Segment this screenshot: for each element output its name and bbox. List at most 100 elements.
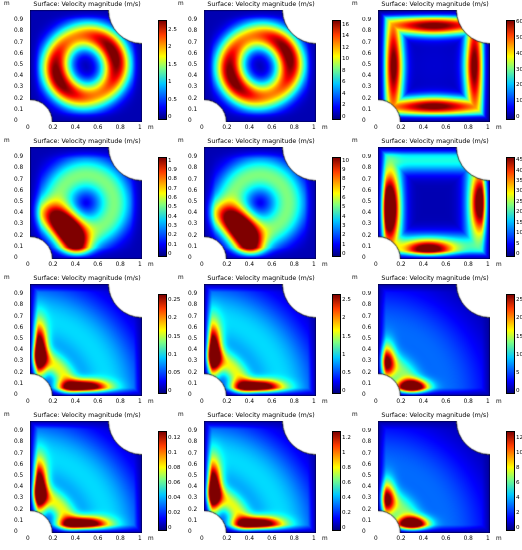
x-tick-label: 0.8 <box>289 262 299 268</box>
colorbar-tick-label: 0.25 <box>168 297 181 304</box>
y-tick-label: 0.3 <box>14 84 24 91</box>
y-tick-label: 0.6 <box>188 461 198 468</box>
y-tick-label: 0.5 <box>14 336 24 342</box>
x-tick-label: 0.2 <box>222 125 232 131</box>
x-tick-label: 0.8 <box>463 125 473 131</box>
velocity-field <box>378 284 490 396</box>
x-tick-label: 0.6 <box>441 125 451 131</box>
y-axis-unit: m <box>352 138 358 144</box>
colorbar-tick-label: 60 <box>516 19 522 26</box>
colorbar-tick-label: 2 <box>516 509 520 516</box>
y-tick-label: 0.6 <box>188 187 198 194</box>
velocity-field <box>204 284 316 396</box>
y-tick-label: 0.8 <box>188 165 198 172</box>
colorbar-tick-label: 10 <box>342 56 350 63</box>
x-tick-label: 0 <box>200 262 204 268</box>
x-tick-label: 0.8 <box>115 399 125 405</box>
chart-panel: Surface: Velocity magnitude (m/s) m 0 0.2 0.… <box>348 137 522 274</box>
y-tick-label: 0.5 <box>362 62 372 68</box>
x-tick-label: 0.2 <box>396 262 406 268</box>
y-axis-unit: m <box>352 275 358 281</box>
colorbar <box>506 294 515 394</box>
y-tick-label: 0.8 <box>362 439 372 446</box>
colorbar-tick-label: 8 <box>342 67 346 74</box>
x-axis-unit: m <box>496 399 502 405</box>
colorbar-tick-label: 0.04 <box>168 494 181 501</box>
x-tick-label: 0 <box>200 125 204 131</box>
y-tick-label: 0.8 <box>188 28 198 35</box>
x-tick-label: 1 <box>138 536 142 542</box>
x-tick-label: 0.8 <box>463 399 473 405</box>
colorbar-tick-label: 0.8 <box>168 176 177 183</box>
y-tick-label: 0.2 <box>362 232 372 239</box>
colorbar-tick-label: 0.1 <box>168 351 177 358</box>
y-tick-label: 0.4 <box>188 73 198 80</box>
y-tick-label: 0.1 <box>362 380 372 387</box>
x-tick-label: 0.6 <box>93 262 103 268</box>
x-tick-label: 0.6 <box>267 536 277 542</box>
colorbar-tick-label: 0.9 <box>168 167 177 173</box>
colorbar-tick-label: 10 <box>516 351 522 358</box>
y-tick-label: 0.3 <box>188 221 198 228</box>
x-tick-label: 0 <box>26 536 30 542</box>
y-tick-label: 0.8 <box>188 439 198 446</box>
velocity-field <box>378 10 490 122</box>
x-tick-label: 0.2 <box>396 536 406 542</box>
velocity-field <box>378 421 490 533</box>
colorbar-tick-label: 0 <box>168 388 172 394</box>
y-axis-unit: m <box>4 1 10 7</box>
colorbar-tick-label: 8 <box>516 464 520 471</box>
x-tick-label: 0.6 <box>93 536 103 542</box>
y-tick-label: 0.7 <box>362 39 372 46</box>
colorbar-tick-label: 0.02 <box>168 509 181 516</box>
colorbar-tick-label: 0 <box>516 525 520 531</box>
colorbar-tick-label: 0.08 <box>168 464 181 471</box>
y-axis-unit: m <box>178 275 184 281</box>
y-tick-label: 0.5 <box>14 62 24 68</box>
y-tick-label: 0.7 <box>14 450 24 457</box>
colorbar-tick-label: 40 <box>516 50 522 57</box>
y-tick-label: 0 <box>362 118 366 124</box>
y-tick-label: 0.3 <box>362 495 372 502</box>
x-tick-label: 0 <box>200 536 204 542</box>
y-tick-label: 0.5 <box>362 199 372 205</box>
x-tick-label: 0.2 <box>48 536 58 542</box>
chart-title: Surface: Velocity magnitude (m/s) <box>207 1 315 8</box>
y-tick-label: 0.5 <box>188 473 198 479</box>
y-tick-label: 0 <box>14 529 18 535</box>
colorbar-tick-label: 25 <box>516 297 522 304</box>
chart-panel: Surface: Velocity magnitude (m/s) m 0 0.2 0.… <box>0 274 180 411</box>
colorbar-tick-label: 0 <box>516 114 520 120</box>
x-axis-unit: m <box>148 399 154 405</box>
y-tick-label: 0.4 <box>188 347 198 354</box>
x-axis-unit: m <box>496 125 502 131</box>
chart-title: Surface: Velocity magnitude (m/s) <box>381 138 489 145</box>
y-tick-label: 0.7 <box>188 39 198 46</box>
chart-panel: Surface: Velocity magnitude (m/s) m 0 0.2 0.… <box>0 411 180 548</box>
y-tick-label: 0.8 <box>14 302 24 309</box>
chart-panel: Surface: Velocity magnitude (m/s) m 0 0.2 0.… <box>348 274 522 411</box>
colorbar <box>332 157 341 257</box>
y-tick-label: 0.5 <box>14 473 24 479</box>
colorbar-tick-label: 6 <box>342 79 346 86</box>
colorbar-tick-label: 0.2 <box>168 315 177 322</box>
y-tick-label: 0.6 <box>362 187 372 194</box>
y-tick-label: 0.6 <box>14 324 24 331</box>
y-tick-label: 0.6 <box>14 461 24 468</box>
colorbar-tick-label: 15 <box>516 219 522 226</box>
x-tick-label: 0 <box>200 399 204 405</box>
colorbar-tick-label: 2 <box>342 102 346 109</box>
colorbar-tick-label: 0.1 <box>168 449 177 456</box>
y-axis-unit: m <box>352 412 358 418</box>
y-axis-unit: m <box>4 138 10 144</box>
chart-title: Surface: Velocity magnitude (m/s) <box>33 1 141 8</box>
chart-title: Surface: Velocity magnitude (m/s) <box>207 138 315 145</box>
y-tick-label: 0.9 <box>188 428 198 435</box>
y-tick-label: 0 <box>362 529 366 535</box>
colorbar-tick-label: 0 <box>168 251 172 257</box>
colorbar-tick-label: 7 <box>342 185 346 192</box>
y-tick-label: 0.2 <box>14 506 24 513</box>
velocity-field <box>30 421 142 533</box>
colorbar-tick-label: 2 <box>342 232 346 239</box>
x-tick-label: 0.2 <box>396 399 406 405</box>
